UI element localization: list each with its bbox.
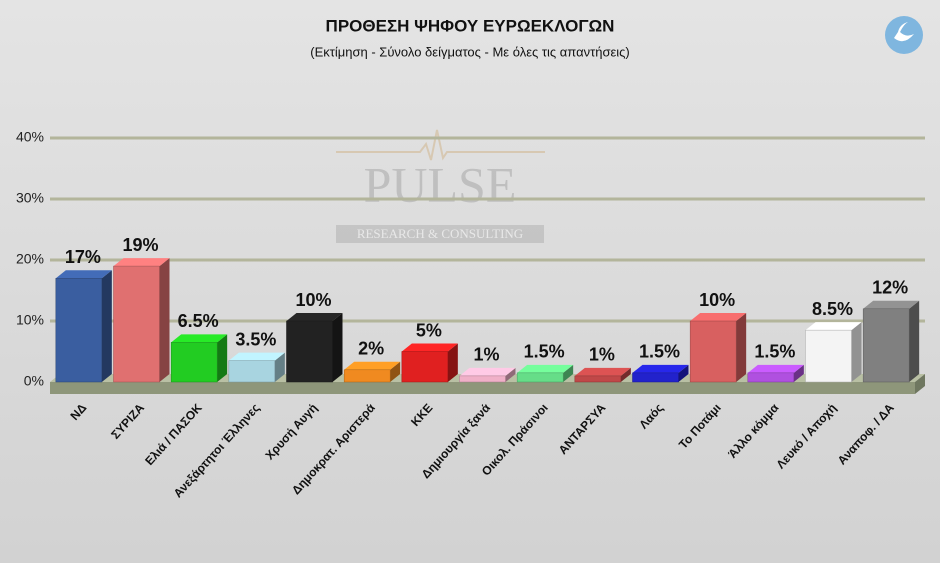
bar-top [459,367,516,376]
bar-top [574,367,631,376]
floor-front [50,382,915,394]
bar-side [217,334,228,382]
watermark: PULSE RESEARCH & CONSULTING [336,129,545,243]
bar-top [55,270,112,279]
bar [459,375,506,383]
value-label: 5% [416,320,442,340]
bar-side [390,361,401,382]
bar-top [747,364,804,373]
bar-side [909,300,920,382]
value-label: 1.5% [754,342,795,362]
bar-side [505,367,516,382]
bar-top [286,313,343,321]
value-label: 8.5% [812,299,853,319]
bar [805,329,852,383]
value-label: 17% [65,247,101,267]
value-label: 10% [295,290,331,310]
bar [632,372,679,383]
bar-top [344,361,401,370]
bar-top [113,258,170,267]
bar [862,308,910,383]
bar [228,360,276,383]
bar [516,372,564,383]
value-label: 1.5% [524,342,565,362]
value-label: 1.5% [639,342,680,362]
bar-side [793,364,804,382]
watermark-text: PULSE [364,156,517,212]
bar [113,265,160,383]
bar-top [228,352,285,361]
bar-top [863,300,920,309]
value-label: 10% [699,290,735,310]
bar [343,369,391,383]
bar-side [332,313,343,382]
bar-side [447,343,458,382]
bar [286,320,333,383]
logo [885,16,923,54]
value-label: 6.5% [178,311,219,331]
value-label: 2% [358,339,384,359]
watermark-subtitle: RESEARCH & CONSULTING [357,226,523,241]
bar [747,372,795,383]
bar-top [805,322,862,331]
floor-side [915,374,925,394]
bar [689,320,737,383]
bar-side [736,313,747,382]
bar [170,342,218,383]
bar-top [401,343,458,352]
chart-subtitle: (Εκτίμηση - Σύνολο δείγματος - Με όλες τ… [310,44,630,59]
bar [401,351,449,383]
bar-top [517,364,574,373]
value-label: 19% [122,235,158,255]
bar-side [851,322,862,382]
bar-top [632,364,689,373]
bar-side [563,364,574,382]
y-tick-label: 20% [16,251,44,267]
bar-side [159,258,170,382]
value-label: 1% [473,345,499,365]
bar-side [620,367,631,382]
value-label: 12% [872,278,908,298]
y-tick-label: 40% [16,129,44,145]
bar [55,278,103,383]
y-tick-label: 30% [16,190,44,206]
bar-top [171,334,228,343]
bar-top [690,313,747,321]
value-label: 3.5% [235,329,276,349]
bar-side [101,270,112,382]
bar [574,375,622,383]
value-label: 1% [589,345,615,365]
y-tick-label: 10% [16,312,44,328]
chart-title: ΠΡΟΘΕΣΗ ΨΗΦΟΥ ΕΥΡΩΕΚΛΟΓΩΝ [326,16,615,35]
bar-side [678,364,689,382]
bar-side [274,352,285,382]
y-tick-label: 0% [24,373,44,389]
